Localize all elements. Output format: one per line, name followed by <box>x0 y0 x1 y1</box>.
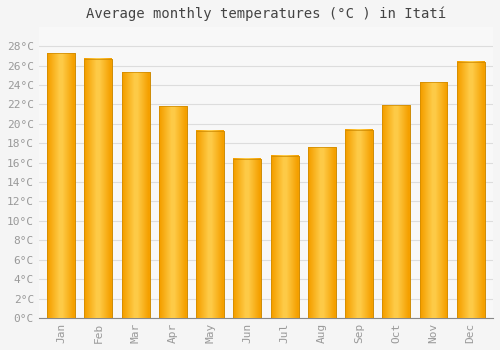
Bar <box>84 59 112 318</box>
Bar <box>382 105 410 318</box>
Bar <box>270 156 298 318</box>
Bar <box>457 62 484 318</box>
Bar <box>308 147 336 318</box>
Bar <box>345 130 373 318</box>
Bar <box>420 82 448 318</box>
Bar <box>234 159 262 318</box>
Bar <box>308 147 336 318</box>
Bar <box>382 105 410 318</box>
Bar <box>457 62 484 318</box>
Bar <box>270 156 298 318</box>
Bar <box>159 106 187 318</box>
Bar <box>122 72 150 318</box>
Bar <box>122 72 150 318</box>
Bar <box>47 53 75 318</box>
Bar <box>47 53 75 318</box>
Title: Average monthly temperatures (°C ) in Itatí: Average monthly temperatures (°C ) in It… <box>86 7 446 21</box>
Bar <box>84 59 112 318</box>
Bar <box>234 159 262 318</box>
Bar <box>159 106 187 318</box>
Bar <box>345 130 373 318</box>
Bar <box>420 82 448 318</box>
Bar <box>196 131 224 318</box>
Bar <box>196 131 224 318</box>
